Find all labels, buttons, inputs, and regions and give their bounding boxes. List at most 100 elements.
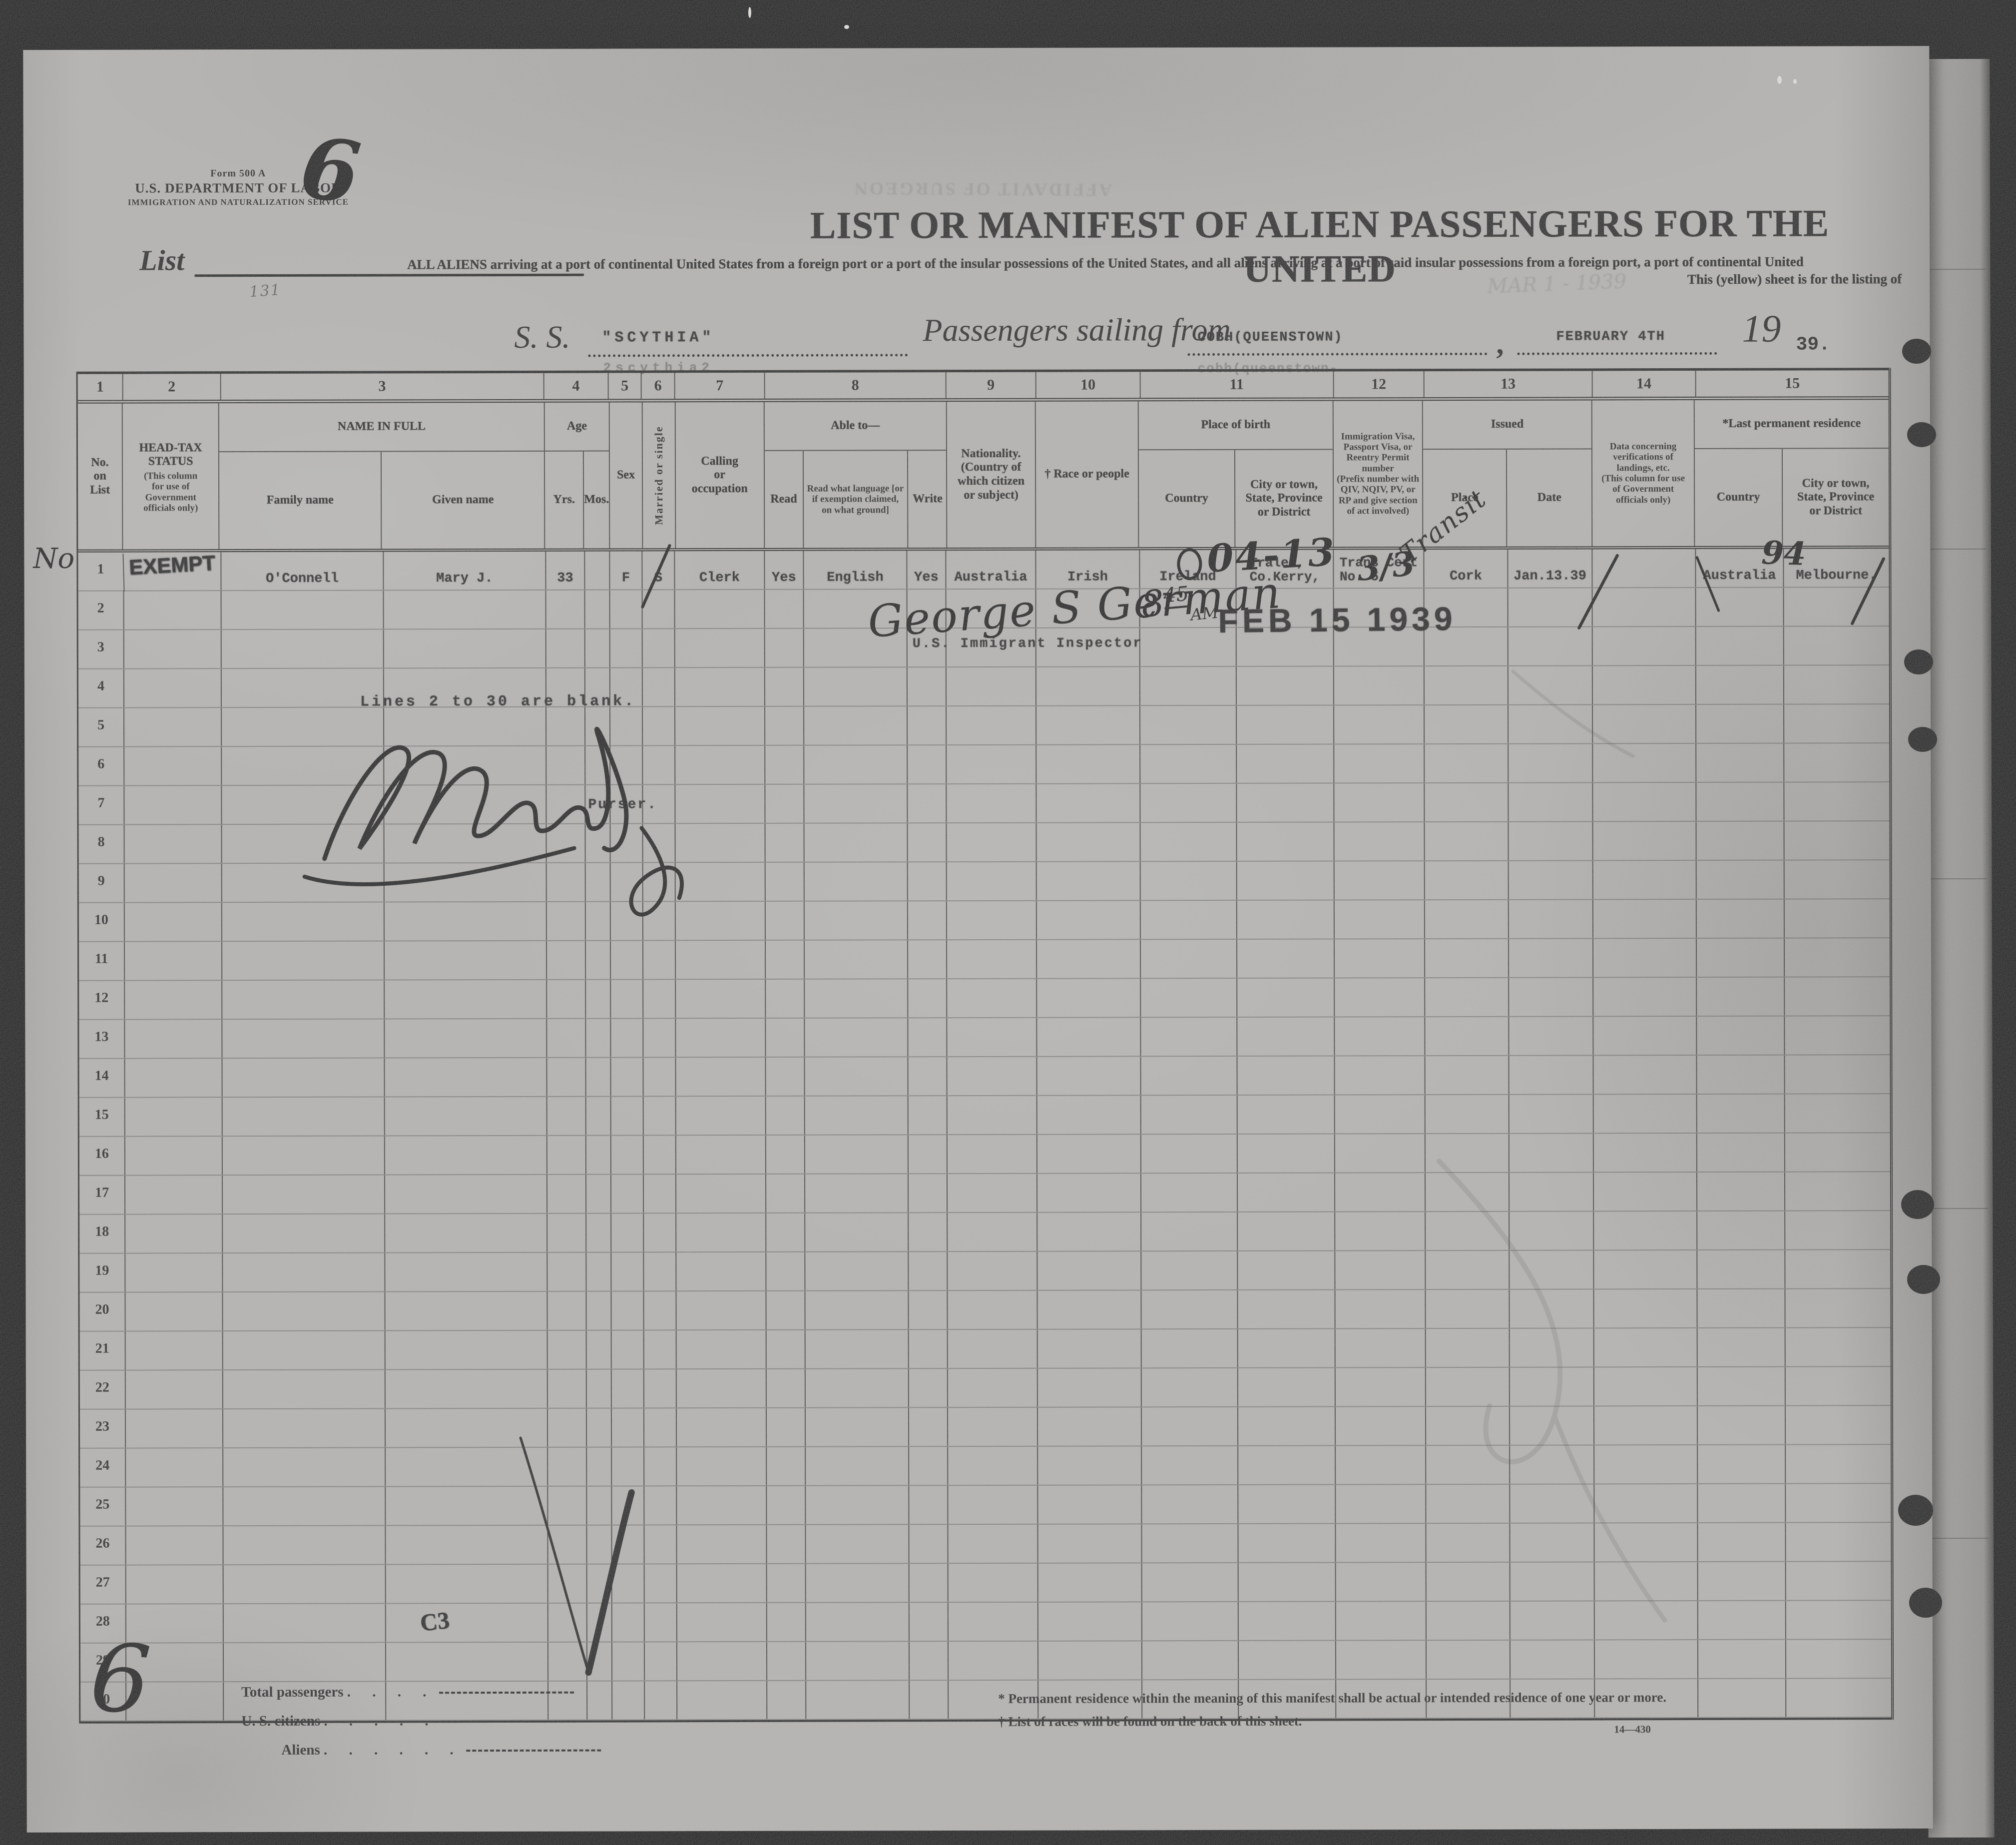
cell-sex <box>611 1642 644 1681</box>
cell-bcity <box>1237 1641 1336 1679</box>
cell-verif <box>1592 782 1696 821</box>
cell-visa <box>1334 1056 1425 1095</box>
manifest-row: 15 <box>79 1094 1890 1137</box>
cell-rcountry <box>1695 821 1784 860</box>
cell-family <box>221 1019 384 1058</box>
cell-iplace: Cork <box>1423 549 1508 588</box>
cell-sex <box>610 1214 643 1252</box>
cell-idate <box>1508 978 1593 1016</box>
cell-verif <box>1593 1640 1698 1679</box>
cell-idate <box>1509 1367 1593 1406</box>
cell-readlang <box>803 784 907 823</box>
cell-bcountry <box>1141 1563 1238 1602</box>
cell-verif <box>1592 704 1696 743</box>
cell-family <box>220 668 384 707</box>
cell-rcountry <box>1697 1523 1785 1561</box>
cell-bcountry <box>1140 1056 1237 1095</box>
cell-family <box>221 863 384 902</box>
cell-idate <box>1509 1484 1594 1523</box>
verification-number-handwritten: 94 <box>1761 534 1807 574</box>
cell-bcity <box>1236 822 1334 861</box>
cell-race <box>1036 1018 1140 1056</box>
cell-married <box>643 1252 676 1291</box>
cell-no: 25 <box>95 1496 110 1512</box>
cell-sex <box>610 1291 643 1330</box>
list-number-line: List <box>139 243 584 277</box>
cell-rcity <box>1785 1523 1891 1561</box>
cell-bcountry <box>1140 1368 1237 1407</box>
port-of-sailing: COBH(QUEENSTOWN) <box>1197 330 1343 346</box>
cell-no: 21 <box>95 1340 109 1356</box>
cell-nationality <box>947 1563 1037 1602</box>
header-nationality: Nationality. (Country of which citizen o… <box>946 401 1035 548</box>
ss-label: S. S. <box>514 319 570 355</box>
time-minutes: 45 <box>1162 582 1190 610</box>
manifest-table: 1 2 3 4 5 6 7 8 9 10 11 12 13 14 15 No. on List HEAD-TA… <box>76 368 1894 1724</box>
list-label: List <box>139 244 185 277</box>
cell-given <box>385 1564 547 1603</box>
cell-rcity <box>1783 665 1890 704</box>
cell-calling <box>675 1213 766 1252</box>
cell-readlang <box>805 1681 909 1719</box>
cell-family <box>222 1409 385 1448</box>
cell-sex <box>610 1252 643 1291</box>
cell-calling <box>674 667 765 706</box>
cell-bcountry <box>1139 822 1236 861</box>
cell-family <box>222 1565 385 1604</box>
cell-race <box>1036 1290 1141 1329</box>
cell-given <box>383 746 546 785</box>
header-married-or-single: Married or single <box>641 402 675 549</box>
cell-race <box>1036 1213 1141 1251</box>
cell-nationality <box>946 1018 1036 1057</box>
cell-readlang <box>803 667 907 706</box>
cell-idate <box>1509 1289 1593 1328</box>
cell-family <box>221 941 384 980</box>
cell-no: 3 <box>97 639 104 655</box>
cell-given <box>383 707 546 746</box>
cell-sex <box>609 629 642 667</box>
cell-given <box>384 1058 546 1097</box>
cell-visa <box>1335 1641 1426 1679</box>
cell-readlang <box>803 901 908 940</box>
cell-calling <box>675 1018 765 1057</box>
cell-rcountry <box>1696 1406 1785 1444</box>
cell-bcountry <box>1140 1290 1237 1329</box>
admission-time-handwritten: 845AM <box>1139 577 1219 629</box>
cell-rcity <box>1784 1016 1890 1055</box>
manifest-row: 29 <box>80 1640 1892 1683</box>
cell-bcity <box>1237 1368 1335 1406</box>
cell-write <box>907 706 946 745</box>
cell-headtax <box>123 864 221 902</box>
cell-readlang <box>805 1525 909 1563</box>
cell-headtax <box>125 1565 223 1604</box>
cell-write <box>908 1642 948 1680</box>
cell-verif <box>1593 1367 1697 1406</box>
dust-speck <box>1793 79 1797 84</box>
cell-read <box>764 628 803 667</box>
cell-yrs <box>546 1019 585 1057</box>
cell-mos <box>585 941 610 979</box>
cell-mos <box>585 1097 610 1135</box>
cell-mos <box>584 590 609 628</box>
cell-calling <box>676 1642 767 1681</box>
cell-headtax <box>123 825 221 863</box>
cell-headtax <box>124 942 222 980</box>
cell-visa <box>1335 1485 1426 1523</box>
cell-yrs <box>547 1447 586 1486</box>
cell-verif <box>1592 1172 1697 1211</box>
cell-bcity <box>1236 1017 1334 1056</box>
cell-verif <box>1592 1094 1696 1133</box>
cell-read <box>765 1135 804 1174</box>
cell-bcountry <box>1141 1446 1238 1485</box>
manifest-row: 19 <box>79 1250 1891 1293</box>
cell-visa <box>1334 1368 1425 1406</box>
cell-nationality <box>946 784 1036 823</box>
cell-read: Yes <box>764 551 803 589</box>
aliens-blank <box>466 1749 601 1752</box>
cell-nationality <box>947 1329 1037 1368</box>
comma-separator: , <box>1496 327 1504 360</box>
header-last-permanent-residence: *Last permanent residence Country City or … <box>1693 400 1889 546</box>
cell-rcountry <box>1697 1679 1786 1717</box>
cell-visa <box>1333 822 1424 861</box>
cell-married <box>642 824 675 862</box>
